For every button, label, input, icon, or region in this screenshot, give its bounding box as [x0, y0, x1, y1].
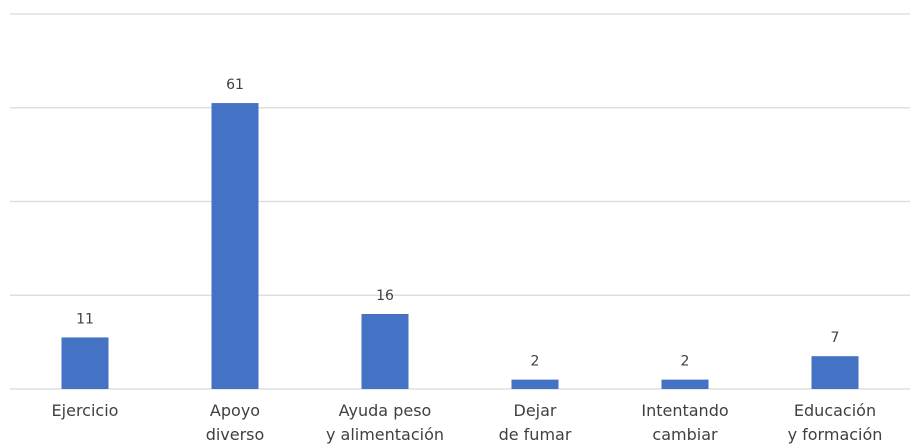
x-tick-label: y formación — [788, 425, 883, 444]
bar — [361, 314, 409, 389]
x-tick-label: cambiar — [652, 425, 718, 444]
x-tick-label: Ayuda peso — [339, 401, 432, 420]
bar — [811, 356, 859, 389]
data-label: 61 — [226, 77, 244, 93]
data-label: 2 — [531, 354, 540, 370]
data-label: 11 — [76, 311, 94, 327]
x-tick-label: Apoyo — [210, 401, 260, 420]
x-tick-label: Ejercicio — [52, 401, 119, 420]
data-label: 16 — [376, 288, 394, 304]
data-label: 7 — [831, 330, 840, 346]
bar — [511, 379, 559, 389]
x-tick-label: Educación — [794, 401, 876, 420]
x-tick-label: de fumar — [499, 425, 572, 444]
bar — [61, 337, 109, 389]
x-tick-label: diverso — [206, 425, 265, 444]
bar — [661, 379, 709, 389]
bar — [211, 103, 259, 389]
x-tick-label: Intentando — [641, 401, 728, 420]
x-tick-label: Dejar — [514, 401, 557, 420]
data-label: 2 — [681, 354, 690, 370]
x-tick-label: y alimentación — [326, 425, 444, 444]
